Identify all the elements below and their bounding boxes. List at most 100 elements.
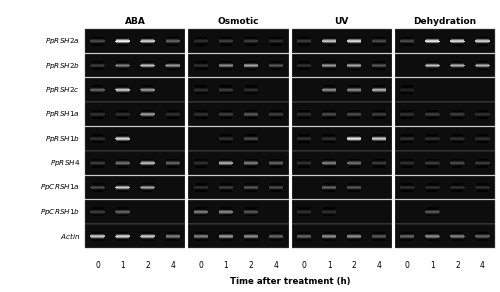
Bar <box>348 38 360 39</box>
Bar <box>167 240 178 241</box>
Bar <box>426 160 438 161</box>
Bar <box>220 88 232 89</box>
Bar <box>298 43 310 44</box>
Bar <box>245 233 257 234</box>
Bar <box>142 87 154 88</box>
Bar <box>90 163 104 164</box>
Bar <box>245 238 257 239</box>
Bar <box>451 140 464 141</box>
Bar <box>322 66 336 67</box>
Text: UV: UV <box>334 17 349 26</box>
Text: 0: 0 <box>302 261 306 270</box>
Bar <box>476 184 488 185</box>
Bar <box>269 162 283 163</box>
Bar <box>220 61 232 62</box>
Bar <box>373 91 386 92</box>
Bar <box>400 42 414 43</box>
Bar <box>426 117 438 118</box>
Bar <box>400 88 414 89</box>
Bar <box>142 234 154 235</box>
Bar <box>476 114 490 115</box>
Bar <box>167 117 178 118</box>
Text: $\it{PpRSH2b}$: $\it{PpRSH2b}$ <box>45 60 80 70</box>
Bar <box>451 42 464 43</box>
Bar <box>117 166 128 167</box>
Bar <box>400 237 414 238</box>
Bar <box>374 233 385 234</box>
Bar <box>348 191 360 192</box>
Bar <box>188 224 288 248</box>
Bar <box>92 63 104 64</box>
Bar <box>116 86 128 87</box>
Bar <box>195 37 206 38</box>
Bar <box>298 239 310 240</box>
Bar <box>426 112 438 113</box>
Bar <box>92 69 104 70</box>
Bar <box>194 91 207 92</box>
Bar <box>245 209 257 210</box>
Bar <box>167 110 178 111</box>
Bar <box>270 166 282 167</box>
Bar <box>402 160 413 161</box>
Bar <box>116 112 129 113</box>
Bar <box>167 45 178 46</box>
Bar <box>476 191 488 192</box>
Bar <box>269 186 283 187</box>
Bar <box>476 164 489 165</box>
Bar <box>92 134 104 135</box>
Bar <box>452 37 463 38</box>
Bar <box>195 69 206 70</box>
Bar <box>116 184 128 185</box>
Bar <box>348 239 360 240</box>
Bar <box>476 112 489 113</box>
Bar <box>270 240 282 241</box>
Bar <box>476 45 488 46</box>
Text: ABA: ABA <box>124 17 146 26</box>
Bar <box>117 45 128 46</box>
Bar <box>142 93 154 94</box>
Bar <box>374 141 385 142</box>
Bar <box>92 239 104 240</box>
Bar <box>220 240 232 241</box>
Text: $\it{PpCRSH1b}$: $\it{PpCRSH1b}$ <box>40 207 80 217</box>
Bar <box>167 37 178 38</box>
Bar <box>244 66 258 67</box>
Bar <box>195 36 206 37</box>
Bar <box>244 235 258 236</box>
Text: 1: 1 <box>430 261 434 270</box>
Bar <box>194 238 207 239</box>
Bar <box>298 67 310 68</box>
Bar <box>90 65 105 66</box>
Bar <box>298 63 310 64</box>
Bar <box>244 237 258 238</box>
Bar <box>426 213 438 214</box>
Bar <box>476 234 489 235</box>
Bar <box>452 38 464 39</box>
Bar <box>92 67 104 68</box>
Bar <box>245 36 256 37</box>
Bar <box>194 115 207 116</box>
Bar <box>188 127 288 151</box>
Bar <box>244 89 258 90</box>
Bar <box>374 86 385 87</box>
Bar <box>220 43 232 44</box>
Bar <box>245 239 257 240</box>
Bar <box>426 235 440 236</box>
Bar <box>195 110 206 111</box>
Bar <box>476 44 488 45</box>
Bar <box>372 42 386 43</box>
Bar <box>476 42 489 43</box>
Bar <box>401 238 413 239</box>
Bar <box>374 93 385 94</box>
Bar <box>117 232 128 233</box>
Bar <box>244 65 258 66</box>
Bar <box>219 162 233 163</box>
Bar <box>476 161 489 162</box>
Bar <box>348 42 360 43</box>
Bar <box>195 215 206 216</box>
Bar <box>116 40 130 41</box>
Bar <box>452 240 463 241</box>
Bar <box>245 62 257 63</box>
Text: 4: 4 <box>480 261 485 270</box>
Bar <box>452 160 464 161</box>
